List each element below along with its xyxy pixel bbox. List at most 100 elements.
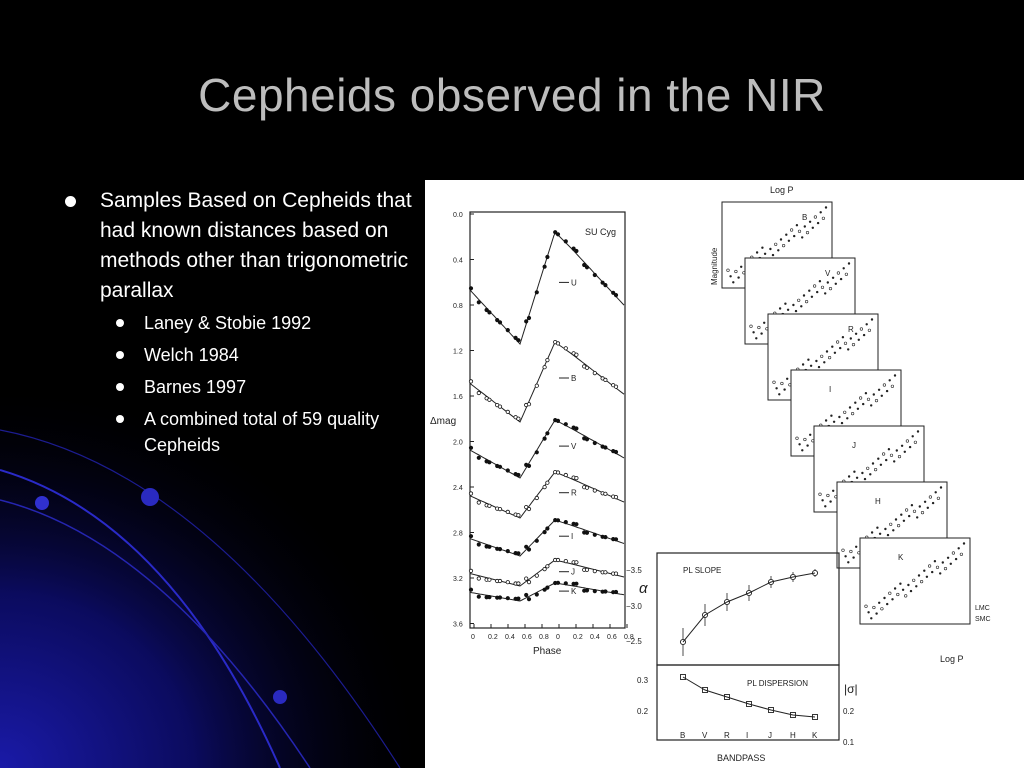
- pl-point: [900, 513, 903, 516]
- light-curve-point: [603, 445, 608, 450]
- pl-point: [779, 238, 783, 241]
- band-label: J: [571, 568, 575, 577]
- light-curve-line: [469, 419, 625, 479]
- pl-point: [865, 323, 868, 326]
- light-curve-point: [487, 310, 492, 315]
- light-curve-point: [534, 573, 539, 578]
- pl-point: [886, 533, 890, 537]
- pl-point: [872, 393, 875, 396]
- figure-panel: SU Cyg Δmag Phase 0.0 0.4 0.8 1.2 1.6 2.0 2.4 2…: [425, 180, 1024, 768]
- light-curve-point: [603, 491, 608, 496]
- pl-point: [819, 211, 822, 214]
- pl-point: [824, 292, 827, 295]
- pl-point: [888, 379, 891, 382]
- pl-point: [841, 336, 845, 339]
- pl-point: [883, 596, 886, 600]
- pl-point: [817, 365, 821, 369]
- pl-point: [864, 392, 868, 395]
- pl-point: [908, 514, 911, 518]
- pl-point: [832, 420, 836, 423]
- pl-point: [870, 531, 874, 534]
- pl-point: [780, 381, 784, 386]
- pl-point: [821, 499, 824, 502]
- pl-point: [801, 449, 804, 452]
- light-curve-point: [592, 488, 597, 493]
- bullet-dot-icon: [65, 196, 76, 207]
- alpha-tick: −3.0: [626, 602, 642, 611]
- pl-point: [867, 328, 872, 332]
- sub-bullet: A combined total of 59 quality Cepheids: [62, 406, 422, 458]
- light-curve-point: [487, 460, 492, 465]
- pl-point: [846, 417, 849, 420]
- light-curve-point: [574, 475, 579, 481]
- legend-lmc-bottom: LMC: [975, 605, 990, 612]
- y-tick-label: 2.0: [453, 440, 463, 447]
- light-curve-point: [563, 519, 568, 525]
- pl-point: [775, 387, 778, 390]
- pl-point: [910, 504, 914, 507]
- pl-point: [843, 341, 848, 345]
- band-label: U: [571, 278, 577, 287]
- band-label: R: [571, 489, 577, 498]
- sigma-tick-right: 0.1: [843, 738, 855, 747]
- pl-point: [806, 444, 809, 447]
- light-curve-point: [603, 534, 608, 540]
- pl-point: [882, 383, 887, 387]
- light-curve-point: [526, 579, 532, 585]
- light-curve-point: [505, 548, 510, 554]
- bullet-dot-icon: [116, 351, 124, 359]
- pl-point: [823, 361, 826, 364]
- light-curve-point: [555, 341, 561, 346]
- pl-point: [863, 477, 867, 481]
- light-curve-point: [574, 581, 579, 586]
- pl-point: [821, 216, 826, 220]
- pl-point: [809, 433, 812, 436]
- light-curve-point: [516, 551, 521, 556]
- light-curve-point: [613, 494, 619, 500]
- pl-point: [856, 407, 860, 410]
- pl-point: [830, 414, 833, 417]
- light-curve-point: [497, 506, 503, 512]
- light-curve-point: [613, 589, 619, 595]
- band-label: V: [571, 442, 577, 451]
- light-curve-point: [592, 588, 597, 594]
- light-curve-line: [469, 342, 625, 423]
- pl-point: [885, 389, 889, 393]
- pl-point: [920, 511, 925, 515]
- light-curve-point: [582, 262, 587, 268]
- sigma-tick-right: 0.2: [843, 707, 855, 716]
- light-curve-point: [563, 239, 568, 244]
- sigma-tick-left: 0.3: [637, 676, 649, 685]
- pl-point: [899, 582, 902, 585]
- light-curve-point: [563, 581, 568, 586]
- pl-slope-title: PL SLOPE: [683, 566, 721, 575]
- pl-point: [917, 574, 921, 577]
- pl-band-label: K: [898, 553, 904, 562]
- pl-point: [834, 282, 837, 285]
- x-tick-label: 0.8: [624, 634, 634, 641]
- light-curve-point: [524, 576, 529, 581]
- pl-point: [824, 505, 827, 508]
- light-curve-point: [553, 230, 558, 235]
- pl-point: [957, 547, 960, 550]
- pl-point: [836, 271, 841, 275]
- light-curve-point: [524, 319, 529, 324]
- sigma-tick-left: 0.2: [637, 707, 649, 716]
- pl-point: [778, 393, 781, 396]
- light-curve-point: [545, 585, 550, 590]
- slide-title: Cepheids observed in the NIR: [198, 69, 826, 121]
- pl-point: [816, 290, 819, 294]
- star-label: SU Cyg: [585, 227, 616, 237]
- light-curve-point: [600, 280, 605, 285]
- light-curve-point: [505, 596, 510, 601]
- pl-point: [878, 532, 882, 535]
- pl-point: [897, 524, 901, 528]
- light-curve-point: [487, 544, 492, 549]
- pl-point: [887, 448, 891, 451]
- pl-point: [866, 466, 870, 470]
- pl-point: [842, 267, 845, 270]
- pl-point: [818, 280, 822, 283]
- light-curve-point: [584, 365, 590, 370]
- pl-point: [848, 406, 852, 409]
- bandpass-tick-label: J: [768, 731, 772, 740]
